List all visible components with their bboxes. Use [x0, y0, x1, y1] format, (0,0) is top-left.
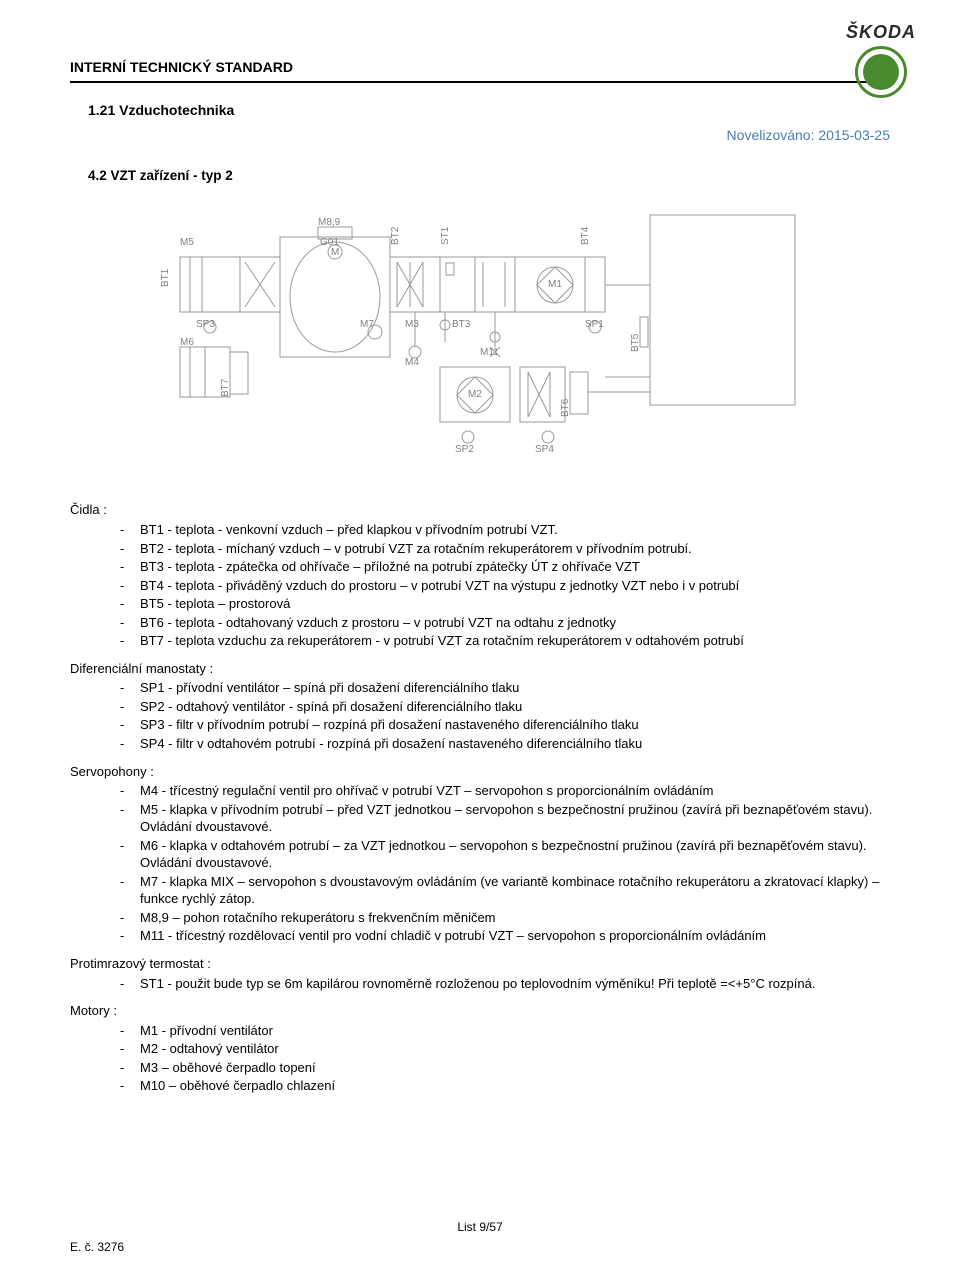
- list-item: ST1 - použit bude typ se 6m kapilárou ro…: [112, 975, 890, 993]
- list-item: SP4 - filtr v odtahovém potrubí - rozpín…: [112, 735, 890, 753]
- brand-emblem-inner: [863, 54, 899, 90]
- lbl-sp4: SP4: [535, 444, 554, 455]
- section-number-title: 1.21 Vzduchotechnika: [88, 101, 890, 120]
- lbl-m3: M3: [405, 319, 419, 330]
- lbl-sp3: SP3: [196, 319, 215, 330]
- lbl-m5: M5: [180, 237, 194, 248]
- list-item: SP1 - přívodní ventilátor – spíná při do…: [112, 679, 890, 697]
- lbl-sp1: SP1: [585, 319, 604, 330]
- lbl-m: M: [331, 247, 339, 258]
- lbl-bt3: BT3: [452, 319, 471, 330]
- footer: List 9/57 E. č. 3276: [70, 1219, 890, 1255]
- lbl-bt5: BT5: [630, 333, 641, 352]
- list-item: BT5 - teplota – prostorová: [112, 595, 890, 613]
- diagram-labels: M5 BT1 BT2 ST1 BT4 M8,9 G01 M7 M3 BT3 M1…: [160, 217, 641, 455]
- group-label: Protimrazový termostat :: [70, 955, 890, 973]
- list-item: BT3 - teplota - zpátečka od ohřívače – p…: [112, 558, 890, 576]
- group-label: Motory :: [70, 1002, 890, 1020]
- lbl-st1: ST1: [440, 226, 451, 245]
- lbl-m4: M4: [405, 357, 419, 368]
- lbl-bt7: BT7: [220, 378, 231, 397]
- list-item: M11 - třícestný rozdělovací ventil pro v…: [112, 927, 890, 945]
- list-item: BT7 - teplota vzduchu za rekuperátorem -…: [112, 632, 890, 650]
- revision-line: Novelizováno: 2015-03-25: [70, 126, 890, 145]
- brand-emblem: [855, 46, 907, 98]
- list-item: M1 - přívodní ventilátor: [112, 1022, 890, 1040]
- footer-docnum: E. č. 3276: [70, 1239, 890, 1255]
- group-label: Servopohony :: [70, 763, 890, 781]
- list-item: BT6 - teplota - odtahovaný vzduch z pros…: [112, 614, 890, 632]
- list-item: M4 - třícestný regulační ventil pro ohří…: [112, 782, 890, 800]
- header-rule: [70, 81, 890, 83]
- list-item: M7 - klapka MIX – servopohon s dvoustavo…: [112, 873, 890, 908]
- hvac-diagram-svg: M5 BT1 BT2 ST1 BT4 M8,9 G01 M7 M3 BT3 M1…: [150, 197, 810, 477]
- list-item: M10 – oběhové čerpadlo chlazení: [112, 1077, 890, 1095]
- sections-container: Čidla : BT1 - teplota - venkovní vzduch –…: [70, 501, 890, 1094]
- lbl-m7: M7: [360, 319, 374, 330]
- group-list: M4 - třícestný regulační ventil pro ohří…: [70, 782, 890, 945]
- lbl-m6: M6: [180, 337, 194, 348]
- brand-text: ŠKODA: [846, 20, 916, 44]
- footer-page: List 9/57: [70, 1219, 890, 1235]
- hvac-diagram: M5 BT1 BT2 ST1 BT4 M8,9 G01 M7 M3 BT3 M1…: [150, 197, 810, 482]
- lbl-m11: M11: [480, 347, 499, 358]
- list-item: M2 - odtahový ventilátor: [112, 1040, 890, 1058]
- list-item: BT2 - teplota - míchaný vzduch – v potru…: [112, 540, 890, 558]
- lbl-m2: M2: [468, 389, 482, 400]
- lbl-bt4: BT4: [580, 226, 591, 245]
- list-item: SP2 - odtahový ventilátor - spíná při do…: [112, 698, 890, 716]
- group-list: BT1 - teplota - venkovní vzduch – před k…: [70, 521, 890, 650]
- subsection-title: 4.2 VZT zařízení - typ 2: [88, 167, 890, 185]
- lbl-bt2: BT2: [390, 226, 401, 245]
- revision-label: Novelizováno:: [727, 127, 815, 143]
- lbl-m1: M1: [548, 279, 562, 290]
- list-item: BT4 - teplota - přiváděný vzduch do pros…: [112, 577, 890, 595]
- group-list: ST1 - použit bude typ se 6m kapilárou ro…: [70, 975, 890, 993]
- list-item: M3 – oběhové čerpadlo topení: [112, 1059, 890, 1077]
- revision-date: 2015-03-25: [818, 127, 890, 143]
- brand-logo: ŠKODA: [846, 20, 916, 98]
- list-item: SP3 - filtr v přívodním potrubí – rozpín…: [112, 716, 890, 734]
- lbl-sp2: SP2: [455, 444, 474, 455]
- lbl-bt1: BT1: [160, 268, 171, 287]
- list-item: M6 - klapka v odtahovém potrubí – za VZT…: [112, 837, 890, 872]
- header-standard: INTERNÍ TECHNICKÝ STANDARD: [70, 58, 890, 77]
- lbl-bt6: BT6: [560, 398, 571, 417]
- list-item: M5 - klapka v přívodním potrubí – před V…: [112, 801, 890, 836]
- group-label: Diferenciální manostaty :: [70, 660, 890, 678]
- list-item: M8,9 – pohon rotačního rekuperátoru s fr…: [112, 909, 890, 927]
- group-list: M1 - přívodní ventilátorM2 - odtahový ve…: [70, 1022, 890, 1095]
- lbl-m89: M8,9: [318, 217, 341, 228]
- list-item: BT1 - teplota - venkovní vzduch – před k…: [112, 521, 890, 539]
- group-list: SP1 - přívodní ventilátor – spíná při do…: [70, 679, 890, 752]
- group-label: Čidla :: [70, 501, 890, 519]
